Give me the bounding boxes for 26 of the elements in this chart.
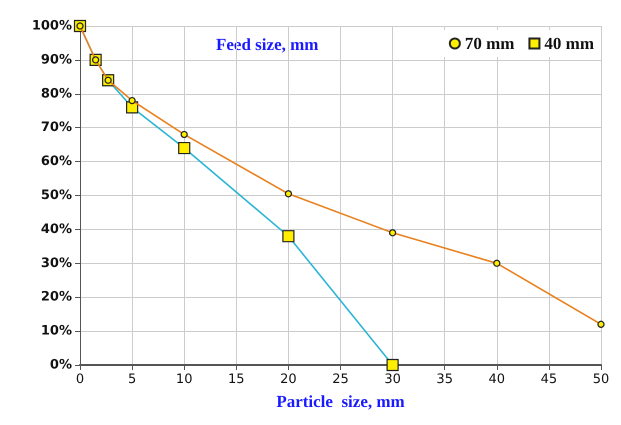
legend-label: 70 mm xyxy=(464,34,514,53)
y-tick-label: 90% xyxy=(40,52,72,68)
legend-label: 40 mm xyxy=(544,34,594,53)
x-tick-label: 25 xyxy=(332,372,349,387)
x-tick-label: 15 xyxy=(228,372,245,387)
x-tick-label: 30 xyxy=(384,372,401,387)
x-tick-label: 0 xyxy=(76,372,84,387)
y-tick-label: 30% xyxy=(40,256,72,271)
y-tick-label: 10% xyxy=(40,324,72,339)
x-tick-label: 45 xyxy=(540,372,558,387)
y-tick-label: 80% xyxy=(40,86,72,102)
x-tick-label: 50 xyxy=(592,372,610,387)
x-tick-label: 10 xyxy=(176,372,192,387)
y-tick-label: 70% xyxy=(40,120,72,136)
y-tick-label: 0% xyxy=(50,358,72,372)
x-tick-label: 20 xyxy=(280,372,297,387)
x-tick-label: 35 xyxy=(436,372,453,387)
y-tick-label: 40% xyxy=(40,222,72,237)
legend-title: Feed size, mm xyxy=(216,35,318,54)
y-tick-label: 20% xyxy=(40,290,72,305)
x-tick-label: 5 xyxy=(128,372,136,387)
y-tick-label: 60% xyxy=(40,154,72,170)
x-tick-label: 40 xyxy=(488,372,506,387)
y-tick-label: 50% xyxy=(40,188,72,203)
y-tick-label: 100% xyxy=(32,18,72,34)
x-axis-title: Particle size, mm xyxy=(276,392,405,411)
